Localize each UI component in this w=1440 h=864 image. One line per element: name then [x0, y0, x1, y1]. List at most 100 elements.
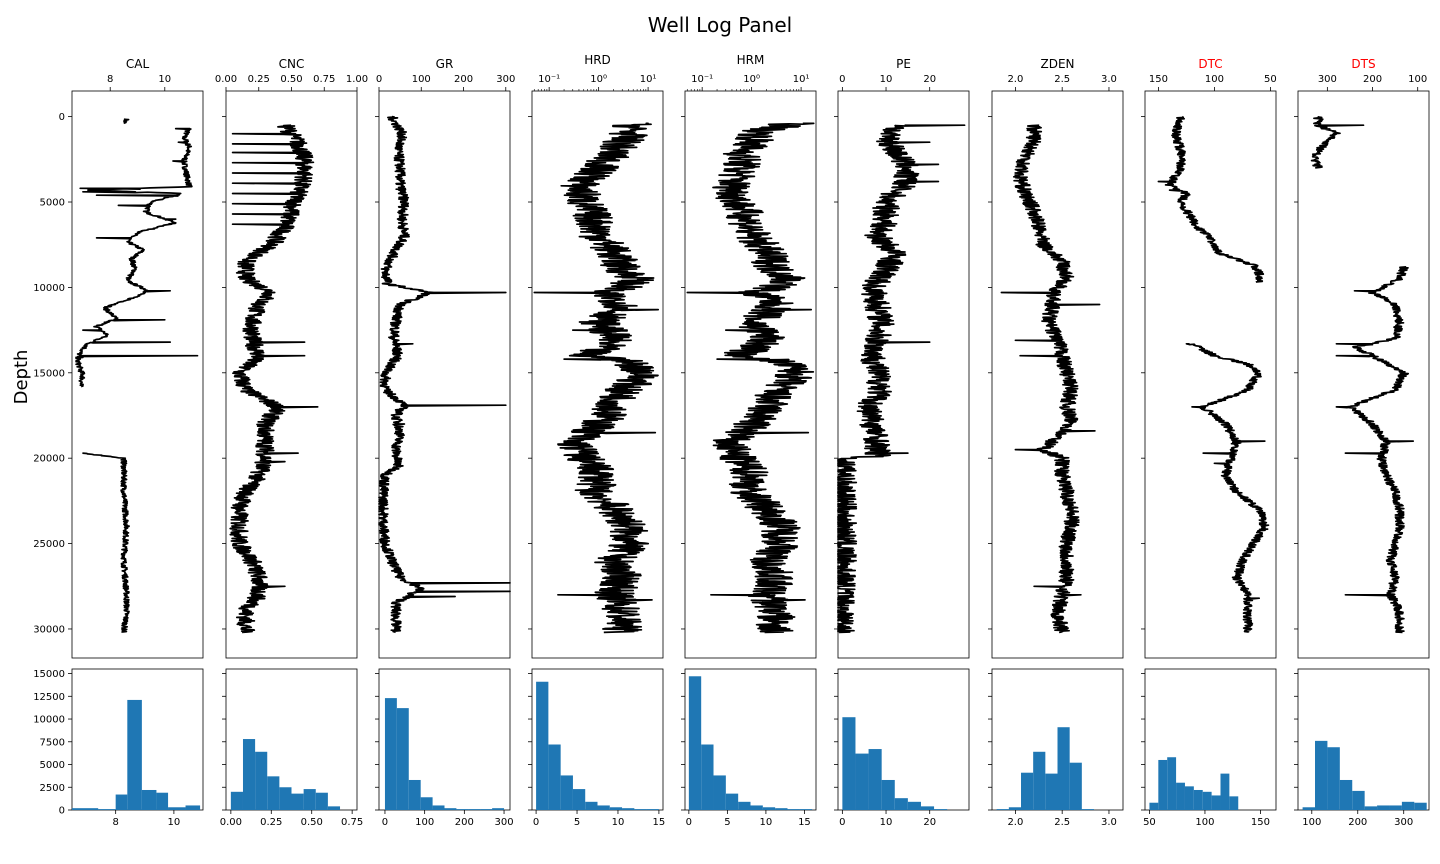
hist-y-tick-label: 12500 [33, 692, 65, 703]
hist-bar [1315, 740, 1328, 810]
track-title-cnc: CNC [279, 57, 305, 71]
hist-bar [279, 787, 292, 810]
track-cnc: CNC 0.00 0.25 0.50 0.75 1.00 0.00 0.25 0.50 0.75 [215, 57, 368, 828]
top-tick-label: 8 [107, 74, 113, 85]
hist-x-tick-label: 20 [923, 817, 936, 828]
hist-x-tick-label: 10 [168, 817, 181, 828]
hist-x-tick-label: 0 [839, 817, 845, 828]
top-tick-label: 10⁰ [743, 74, 760, 85]
hist-bar [1352, 790, 1365, 810]
top-tick-label: 0 [376, 74, 382, 85]
top-tick-label: 0.75 [313, 74, 335, 85]
hist-bar [420, 797, 433, 810]
hist-y-tick-label: 7500 [40, 737, 65, 748]
hist-x-tick-label: 10 [612, 817, 625, 828]
hist-bar [408, 779, 421, 810]
hist-x-tick-label: 15 [653, 817, 666, 828]
hist-bar [996, 809, 1009, 810]
top-tick-label: 2.0 [1007, 74, 1023, 85]
hist-bar [934, 809, 948, 810]
hist-x-tick-label: 0.00 [220, 817, 242, 828]
depth-axis-label: Depth [11, 350, 32, 405]
hist-bar [1184, 786, 1194, 810]
hist-bar [842, 717, 856, 810]
hist-bar [1057, 727, 1070, 810]
top-tick-label: 200 [454, 74, 473, 85]
hist-bar [762, 807, 776, 810]
hist-bar [127, 699, 142, 810]
track-title-hrm: HRM [737, 53, 765, 67]
hist-bar [894, 798, 908, 810]
top-tick-label: 10¹ [793, 74, 810, 85]
hist-bar [1158, 759, 1168, 810]
hist-bar [622, 808, 635, 810]
track-frame [684, 90, 817, 659]
hist-x-tick-label: 300 [1394, 817, 1413, 828]
hist-x-tick-label: 5 [574, 817, 580, 828]
hist-bar [1069, 762, 1082, 810]
top-tick-label: 0.00 [215, 74, 237, 85]
hist-bar [1202, 791, 1212, 810]
top-tick-label: 10 [158, 74, 171, 85]
track-frame [1144, 90, 1277, 659]
hist-bar [327, 806, 341, 810]
top-tick-label: 0.50 [280, 74, 302, 85]
hist-x-tick-label: 0.75 [341, 817, 363, 828]
hist-bar [1149, 802, 1159, 810]
depth-tick-label: 5000 [40, 198, 65, 209]
hist-bar [609, 807, 623, 810]
hist-bar [787, 809, 800, 810]
track-title-cal: CAL [126, 57, 150, 71]
hist-bar [444, 808, 457, 810]
hist-bar [750, 805, 763, 810]
hist-bar [907, 801, 921, 810]
track-title-pe: PE [896, 57, 911, 71]
hist-x-tick-label: 2.0 [1007, 817, 1023, 828]
hist-bar [1220, 773, 1230, 810]
track-hrd: HRD 10⁻¹ 10⁰ 10¹ 0 5 10 15 [528, 53, 665, 828]
hist-bar [185, 805, 201, 810]
hist-bar [548, 744, 561, 810]
hist-x-tick-label: 0 [686, 817, 692, 828]
top-tick-label: 3.0 [1101, 74, 1117, 85]
hist-bar [168, 807, 186, 810]
hist-x-tick-label: 2.5 [1054, 817, 1070, 828]
track-zden: ZDEN 2.0 2.5 3.0 2.0 2.5 3.0 [988, 57, 1124, 828]
hist-x-tick-label: 100 [1195, 817, 1214, 828]
track-frame [378, 90, 511, 659]
log-curve-gr [378, 115, 511, 634]
hist-bar [646, 809, 659, 810]
hist-bar [799, 809, 813, 810]
hist-y-tick-label: 15000 [33, 669, 65, 680]
hist-bar [1401, 801, 1415, 810]
hist-bar [688, 676, 702, 810]
hist-x-tick-label: 200 [1348, 817, 1367, 828]
hist-bar [536, 681, 549, 810]
hist-bar [1364, 806, 1378, 810]
hist-bar [775, 808, 788, 810]
depth-tick-label: 30000 [33, 624, 65, 635]
hist-y-tick-label: 10000 [33, 715, 65, 726]
hist-x-tick-label: 100 [1302, 817, 1321, 828]
track-title-dts: DTS [1351, 57, 1375, 71]
log-curve-pe [837, 124, 966, 634]
hist-bar [1008, 807, 1022, 810]
log-curve-cal [82, 452, 130, 633]
hist-bar [1167, 757, 1177, 810]
top-tick-label: 150 [1149, 74, 1168, 85]
hist-bar [1302, 807, 1316, 810]
track-pe: PE 0 10 20 0 10 20 [834, 57, 970, 828]
hist-bar [1327, 747, 1340, 810]
log-curve-dtc [1157, 115, 1265, 284]
log-curve-dtc [1185, 342, 1270, 633]
hist-bar [468, 809, 481, 810]
hist-bar [1211, 795, 1221, 810]
track-dtc: DTC 150 100 50 50 100 150 [1141, 57, 1277, 828]
depth-tick-label: 0 [59, 112, 65, 123]
hist-bar [572, 789, 586, 810]
top-tick-label: 300 [1318, 74, 1337, 85]
top-tick-label: 1.00 [346, 74, 368, 85]
hist-bar [230, 791, 243, 810]
hist-x-tick-label: 5 [724, 817, 730, 828]
